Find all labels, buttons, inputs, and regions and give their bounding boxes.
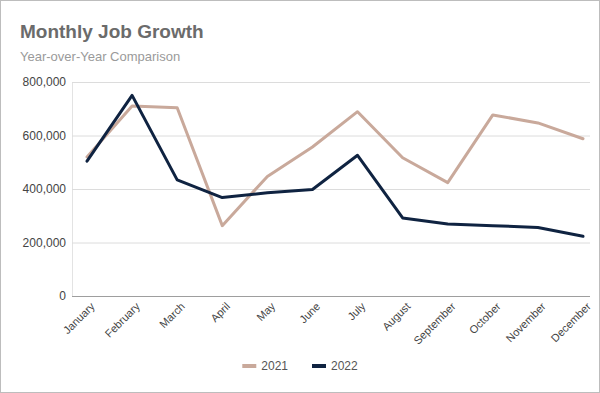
chart-svg: Monthly Job Growth Year-over-Year Compari… — [0, 0, 600, 393]
x-tick: November — [503, 296, 548, 344]
grid-line — [72, 82, 590, 83]
grid-line — [72, 136, 590, 137]
x-tick: January — [61, 296, 98, 336]
y-axis: 0 200,000 400,000 600,000 800,000 — [23, 75, 590, 303]
x-tick-label: October — [467, 300, 503, 336]
x-tick: August — [380, 296, 413, 333]
y-tick-label: 0 — [59, 289, 66, 303]
legend-item: 2021 — [242, 359, 288, 373]
y-tick-label: 800,000 — [23, 75, 67, 89]
x-tick: February — [102, 296, 142, 340]
y-tick: 800,000 — [23, 75, 590, 89]
x-tick: October — [467, 296, 503, 336]
legend-swatch — [312, 364, 326, 368]
x-tick-label: August — [380, 300, 413, 333]
x-tick-label: February — [102, 300, 142, 340]
x-axis-line — [88, 296, 584, 297]
series-line — [87, 106, 583, 226]
x-tick: June — [297, 296, 322, 325]
x-tick-label: November — [503, 300, 548, 345]
y-tick-label: 200,000 — [23, 236, 67, 250]
x-tick: September — [411, 296, 458, 347]
x-tick-label: September — [411, 300, 458, 347]
y-tick: 200,000 — [23, 236, 590, 250]
y-tick: 0 — [59, 289, 590, 303]
x-tick-label: May — [254, 300, 278, 324]
x-tick: December — [549, 296, 594, 344]
legend: 2021 2022 — [242, 359, 358, 373]
grid-line — [72, 243, 590, 244]
x-tick-label: December — [549, 300, 594, 345]
x-tick-label: July — [345, 300, 368, 323]
x-tick-label: June — [297, 300, 322, 325]
chart-border — [1, 1, 600, 393]
legend-label: 2021 — [261, 359, 288, 373]
series-line — [87, 95, 583, 236]
x-tick: April — [208, 296, 232, 324]
chart-container: Monthly Job Growth Year-over-Year Compari… — [0, 0, 600, 393]
y-tick-label: 600,000 — [23, 129, 67, 143]
grid-line — [72, 189, 590, 190]
x-tick: March — [157, 296, 187, 330]
x-axis: JanuaryFebruary March April May June July Augu… — [61, 296, 593, 347]
x-tick-label: January — [61, 300, 98, 337]
legend-item: 2022 — [312, 359, 358, 373]
x-tick: July — [345, 296, 368, 322]
legend-label: 2022 — [331, 359, 358, 373]
chart-subtitle: Year-over-Year Comparison — [20, 49, 180, 64]
x-tick-label: March — [157, 300, 187, 330]
grid-line — [72, 296, 590, 297]
y-tick-label: 400,000 — [23, 182, 67, 196]
chart-title: Monthly Job Growth — [20, 21, 204, 42]
legend-swatch — [242, 364, 256, 368]
plot-area — [87, 95, 583, 236]
x-tick-label: April — [208, 300, 232, 324]
x-tick: May — [254, 296, 278, 323]
